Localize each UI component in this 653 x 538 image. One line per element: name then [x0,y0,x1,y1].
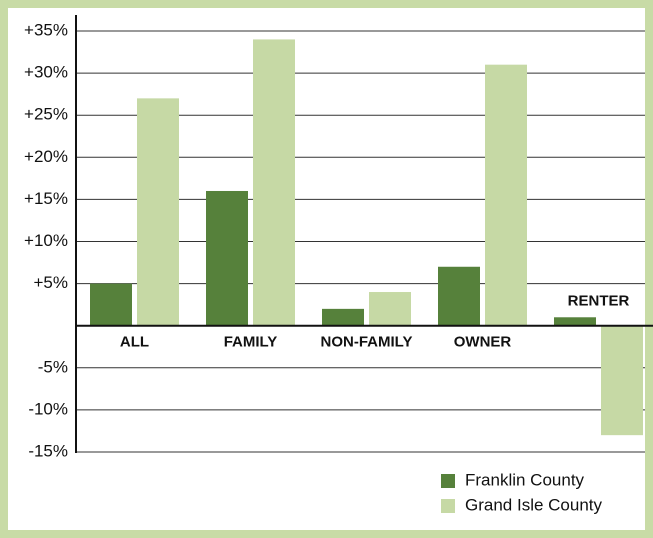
legend-label: Grand Isle County [465,495,603,514]
y-tick-label: +25% [24,105,68,124]
bar [369,292,411,326]
y-tick-label: +30% [24,63,68,82]
bar [206,190,248,326]
x-tick-label: FAMILY [224,334,278,351]
bar [90,283,132,326]
legend-swatch [441,499,455,513]
y-tick-label: +10% [24,231,68,250]
x-tick-label: ALL [120,334,149,351]
y-tick-label: +35% [24,20,68,39]
y-tick-label: -10% [28,399,68,418]
legend-label: Franklin County [465,470,585,489]
y-tick-label: +15% [24,189,68,208]
x-tick-label: OWNER [454,334,512,351]
bar [601,325,643,436]
bar [438,266,480,326]
y-tick-label: +20% [24,147,68,166]
bar [322,308,364,326]
y-tick-label: +5% [34,273,69,292]
y-tick-label: -15% [28,441,68,460]
y-tick-label: -5% [38,357,68,376]
x-tick-label: RENTER [568,293,630,310]
bar [253,39,295,326]
bar [554,317,596,326]
x-tick-label: NON-FAMILY [321,334,413,351]
bar [137,98,179,326]
bar [485,64,527,326]
plot-background [8,8,645,530]
legend-swatch [441,474,455,488]
